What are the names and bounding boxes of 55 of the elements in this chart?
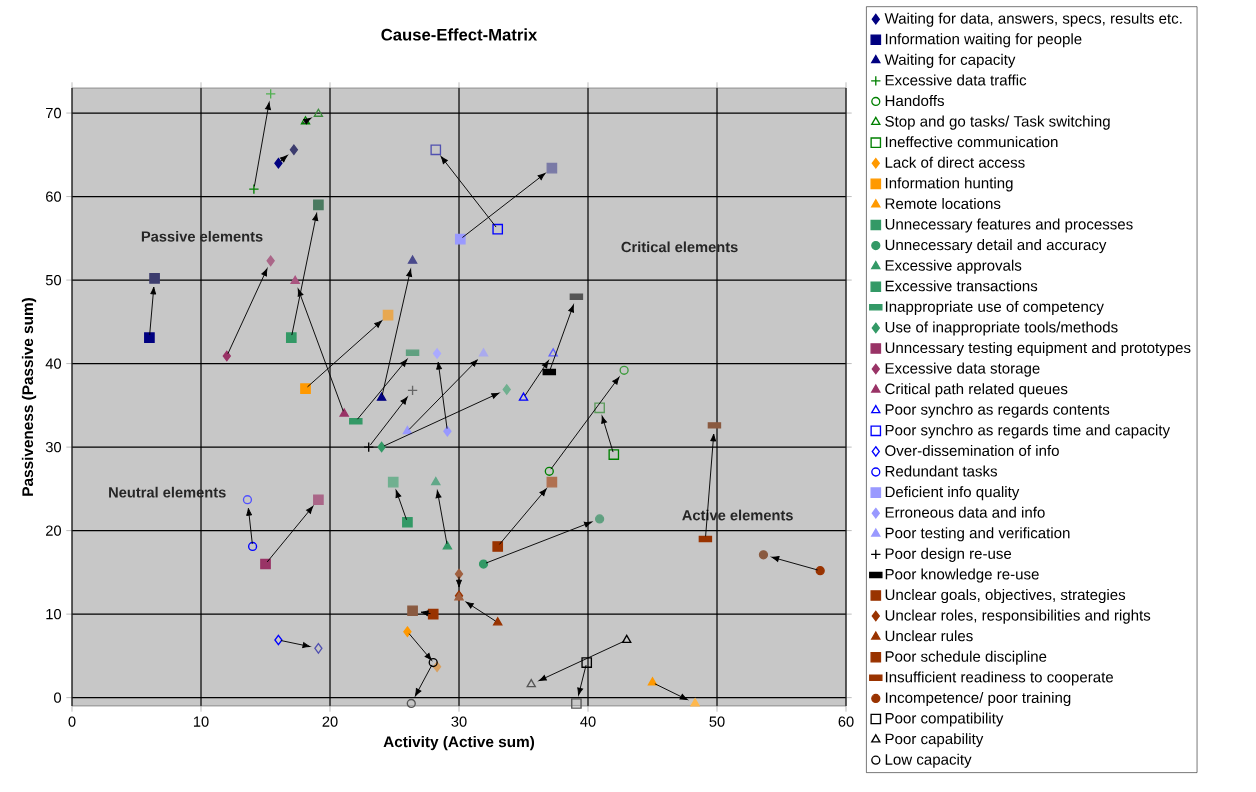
legend-label: Unnecessary features and processes bbox=[885, 218, 1133, 233]
y-tick-label: 20 bbox=[46, 525, 62, 536]
legend-label: Inappropriate use of competency bbox=[885, 300, 1104, 315]
y-axis-title: Passiveness (Passive sum) bbox=[21, 298, 37, 496]
legend-label: Deficient info quality bbox=[885, 486, 1020, 501]
legend-label: Poor design re-use bbox=[885, 547, 1012, 562]
legend-label: Unclear rules bbox=[885, 630, 973, 642]
legend-label: Poor schedule discipline bbox=[885, 650, 1047, 665]
legend-label: Incompetence/ poor training bbox=[885, 691, 1071, 706]
legend-label: Poor knowledge re-use bbox=[885, 568, 1039, 583]
x-tick-label: 20 bbox=[322, 716, 338, 727]
legend-label: Ineffective communication bbox=[885, 136, 1058, 148]
chart-title: Cause-Effect-Matrix bbox=[381, 28, 538, 41]
legend-label: Redundant tasks bbox=[885, 465, 998, 477]
y-tick-label: 50 bbox=[45, 274, 62, 286]
legend-label: Poor capability bbox=[885, 733, 984, 748]
legend-label: Handoffs bbox=[885, 95, 945, 107]
legend-label: Unclear roles, responsibilities and rights bbox=[885, 609, 1151, 624]
legend-label: Excessive transactions bbox=[885, 280, 1038, 292]
x-tick-label: 30 bbox=[451, 716, 467, 727]
legend-label: Waiting for data, answers, specs, results etc. bbox=[884, 12, 1182, 27]
y-tick-label: 60 bbox=[46, 191, 62, 202]
legend-label: Information waiting for people bbox=[885, 33, 1082, 48]
x-tick-label: 40 bbox=[580, 716, 596, 727]
x-axis-title: Activity (Active sum) bbox=[383, 735, 535, 751]
x-tick-label: 10 bbox=[193, 716, 209, 727]
legend-label: Unclear goals, objectives, strategies bbox=[885, 589, 1126, 604]
legend-label: Erroneous data and info bbox=[885, 506, 1045, 518]
y-tick-label: 10 bbox=[46, 608, 62, 620]
legend-label: Excessive approvals bbox=[885, 259, 1022, 274]
legend-label: Poor compatibility bbox=[885, 712, 1004, 727]
y-tick-label: 40 bbox=[45, 358, 62, 369]
legend-label: Poor synchro as regards contents bbox=[885, 403, 1110, 418]
legend-label: Over-dissemination of info bbox=[885, 444, 1059, 457]
legend-label: Low capacity bbox=[885, 753, 972, 768]
y-tick-label: 0 bbox=[54, 692, 62, 703]
legend-label: Excessive data storage bbox=[885, 362, 1040, 377]
legend-label: Information hunting bbox=[885, 177, 1013, 192]
x-tick-label: 50 bbox=[709, 716, 725, 727]
legend-label: Unncessary testing equipment and prototypes bbox=[885, 342, 1191, 357]
legend-label: Critical path related queues bbox=[885, 383, 1068, 398]
x-tick-label: 60 bbox=[838, 716, 854, 727]
legend-label: Stop and go tasks/ Task switching bbox=[885, 115, 1110, 130]
x-tick-label: 0 bbox=[68, 716, 76, 727]
legend-label: Lack of direct access bbox=[885, 156, 1025, 168]
y-tick-label: 70 bbox=[46, 107, 62, 119]
y-tick-label: 30 bbox=[45, 441, 62, 453]
legend-label: Poor synchro as regards time and capacity bbox=[885, 424, 1171, 439]
legend-label: Insufficient readiness to cooperate bbox=[885, 671, 1114, 686]
legend-label: Waiting for capacity bbox=[884, 53, 1016, 68]
legend-label: Use of inappropriate tools/methods bbox=[885, 321, 1118, 336]
legend-label: Unnecessary detail and accuracy bbox=[885, 239, 1107, 254]
legend-label: Remote locations bbox=[885, 197, 1001, 210]
legend-label: Poor testing and verification bbox=[885, 527, 1070, 542]
legend-label: Excessive data traffic bbox=[885, 74, 1027, 86]
